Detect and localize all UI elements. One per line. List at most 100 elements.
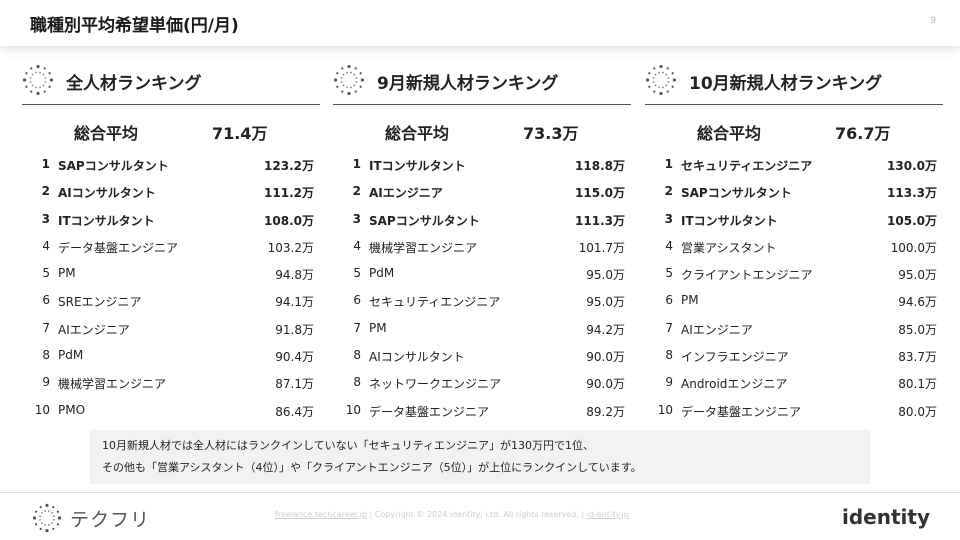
average-value: 73.3万 bbox=[523, 124, 579, 143]
job-title: データ基盤エンジニア bbox=[369, 404, 490, 419]
rank: 7 bbox=[353, 320, 361, 335]
price: 95.0万 bbox=[898, 268, 937, 283]
price: 85.0万 bbox=[898, 322, 937, 337]
rank: 4 bbox=[42, 238, 50, 253]
rank: 8 bbox=[353, 375, 361, 390]
column-header: 10月新規人材ランキング bbox=[645, 60, 943, 105]
ranking-column: 9月新規人材ランキング 総合平均 73.3万 1 ITコンサルタント 118.8… bbox=[333, 60, 631, 419]
price: 108.0万 bbox=[264, 213, 314, 228]
job-title: PM bbox=[58, 266, 76, 281]
price: 83.7万 bbox=[898, 350, 937, 365]
job-title: 営業アシスタント bbox=[681, 240, 777, 255]
average-label: 総合平均 bbox=[385, 124, 450, 143]
job-title: PM bbox=[369, 320, 387, 335]
job-title: SAPコンサルタント bbox=[369, 213, 480, 228]
job-title: 機械学習エンジニア bbox=[58, 377, 167, 392]
rank: 8 bbox=[665, 348, 673, 363]
ranking-row: 1 SAPコンサルタント 123.2万 bbox=[22, 157, 320, 184]
ranking-row: 5 PM 94.8万 bbox=[22, 266, 320, 293]
ranking-row: 2 SAPコンサルタント 113.3万 bbox=[645, 184, 943, 211]
job-title: AIエンジニア bbox=[58, 322, 130, 337]
rank: 8 bbox=[42, 348, 50, 363]
job-title: データ基盤エンジニア bbox=[681, 404, 802, 419]
note-line: 10月新規人材では全人材にはランクインしていない「セキュリティエンジニア」が13… bbox=[102, 439, 594, 452]
price: 80.1万 bbox=[898, 377, 937, 392]
price: 123.2万 bbox=[264, 159, 314, 173]
ranking-row: 9 Androidエンジニア 80.1万 bbox=[645, 375, 943, 402]
price: 103.2万 bbox=[267, 240, 314, 255]
ranking-row: 6 セキュリティエンジニア 95.0万 bbox=[333, 293, 631, 320]
price: 89.2万 bbox=[586, 404, 625, 419]
price: 111.2万 bbox=[264, 186, 314, 201]
average-label: 総合平均 bbox=[74, 124, 139, 143]
ranking-row: 8 インフラエンジニア 83.7万 bbox=[645, 348, 943, 375]
rank: 10 bbox=[657, 402, 673, 417]
rank: 7 bbox=[42, 320, 50, 335]
rank: 5 bbox=[665, 266, 673, 281]
price: 115.0万 bbox=[575, 186, 625, 201]
footer: テクフリ freelance.techcareer.jp | Copyright… bbox=[0, 492, 960, 540]
job-title: SAPコンサルタント bbox=[681, 186, 792, 201]
column-title: 9月新規人材ランキング bbox=[377, 74, 559, 94]
ranking-list: 1 SAPコンサルタント 123.2万 2 AIコンサルタント 111.2万 3… bbox=[22, 157, 320, 430]
dots-logo-icon bbox=[645, 64, 677, 96]
ranking-row: 8 PdM 90.4万 bbox=[22, 348, 320, 375]
ranking-row: 3 ITコンサルタント 105.0万 bbox=[645, 212, 943, 239]
ranking-row: 8 AIコンサルタント 90.0万 bbox=[333, 348, 631, 375]
note-line: その他も「営業アシスタント（4位）」や「クライアントエンジニア（5位）」が上位に… bbox=[102, 461, 642, 474]
job-title: 機械学習エンジニア bbox=[369, 240, 478, 255]
price: 80.0万 bbox=[898, 404, 937, 419]
logo-dots-icon bbox=[32, 503, 62, 533]
average-value: 71.4万 bbox=[212, 124, 268, 143]
copyright-text: Copyright © 2024 identity, Ltd. All righ… bbox=[374, 510, 579, 519]
job-title: AIコンサルタント bbox=[58, 186, 156, 201]
link-techcareer[interactable]: freelance.techcareer.jp bbox=[275, 510, 368, 519]
ranking-row: 7 AIエンジニア 91.8万 bbox=[22, 321, 320, 348]
job-title: PMO bbox=[58, 402, 86, 417]
link-identity[interactable]: id-entity.jp bbox=[586, 510, 629, 519]
job-title: AIエンジニア bbox=[369, 186, 443, 201]
identity-logo: identity bbox=[842, 505, 930, 529]
ranking-row: 4 データ基盤エンジニア 103.2万 bbox=[22, 239, 320, 266]
price: 94.6万 bbox=[898, 295, 937, 310]
job-title: ITコンサルタント bbox=[681, 213, 778, 228]
ranking-row: 3 SAPコンサルタント 111.3万 bbox=[333, 212, 631, 239]
job-title: PM bbox=[681, 293, 699, 308]
rank: 5 bbox=[42, 266, 50, 281]
price: 118.8万 bbox=[575, 159, 625, 173]
rank: 2 bbox=[664, 184, 673, 199]
rank: 5 bbox=[353, 266, 361, 281]
rank: 4 bbox=[353, 238, 361, 253]
rank: 4 bbox=[665, 238, 673, 253]
ranking-row: 1 ITコンサルタント 118.8万 bbox=[333, 157, 631, 184]
rank: 6 bbox=[42, 293, 50, 308]
price: 113.3万 bbox=[887, 186, 937, 201]
job-title: PdM bbox=[369, 266, 395, 281]
price: 95.0万 bbox=[586, 295, 625, 310]
price: 87.1万 bbox=[275, 377, 314, 392]
ranking-row: 10 PMO 86.4万 bbox=[22, 403, 320, 430]
price: 130.0万 bbox=[887, 159, 937, 173]
rank: 9 bbox=[665, 375, 673, 390]
job-title: AIエンジニア bbox=[681, 322, 753, 337]
ranking-row: 6 PM 94.6万 bbox=[645, 293, 943, 320]
ranking-row: 2 AIエンジニア 115.0万 bbox=[333, 184, 631, 211]
dots-logo-icon bbox=[333, 64, 365, 96]
rank: 3 bbox=[352, 211, 361, 226]
job-title: SAPコンサルタント bbox=[58, 159, 169, 173]
ranking-row: 4 機械学習エンジニア 101.7万 bbox=[333, 239, 631, 266]
techfuri-logo: テクフリ bbox=[32, 503, 150, 533]
price: 111.3万 bbox=[575, 213, 625, 228]
ranking-row: 10 データ基盤エンジニア 80.0万 bbox=[645, 403, 943, 430]
logo-text: テクフリ bbox=[70, 508, 151, 531]
ranking-row: 5 クライアントエンジニア 95.0万 bbox=[645, 266, 943, 293]
rank: 1 bbox=[664, 157, 673, 171]
price: 100.0万 bbox=[890, 240, 937, 255]
ranking-row: 3 ITコンサルタント 108.0万 bbox=[22, 212, 320, 239]
price: 94.2万 bbox=[586, 322, 625, 337]
separator: | bbox=[578, 510, 587, 519]
price: 91.8万 bbox=[275, 322, 314, 337]
rank: 3 bbox=[41, 211, 50, 226]
rank: 10 bbox=[345, 402, 361, 417]
job-title: ITコンサルタント bbox=[369, 159, 466, 173]
